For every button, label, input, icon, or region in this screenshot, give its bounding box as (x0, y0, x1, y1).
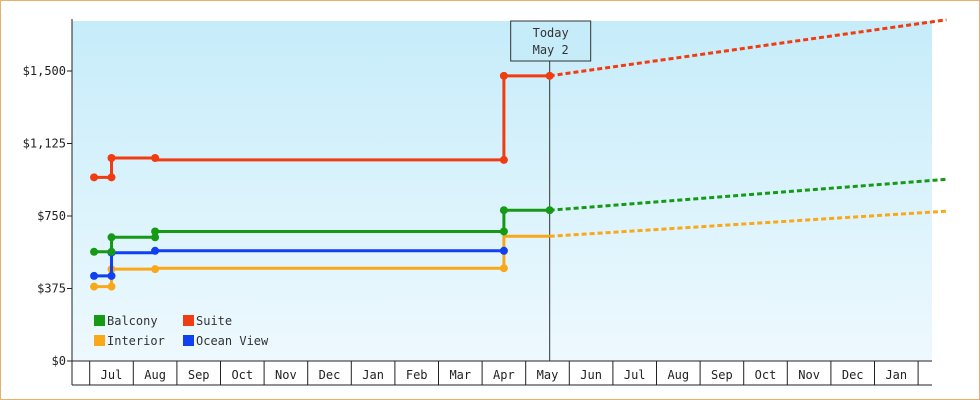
x-tick-label: Dec (842, 368, 864, 382)
x-tick-label: Aug (667, 368, 689, 382)
balcony-point (499, 206, 508, 215)
interior-forecast-line (549, 209, 947, 238)
today-label-line2: May 2 (533, 43, 569, 57)
suite-point (499, 71, 508, 80)
x-tick-label: Nov (798, 368, 820, 382)
x-tick-label: Nov (275, 368, 297, 382)
suite-point (151, 154, 160, 162)
x-tick-label: Oct (231, 368, 253, 382)
suite-point (545, 71, 554, 80)
x-tick-label: Jan (885, 368, 907, 382)
x-tick-label: Jan (362, 368, 384, 382)
ocean-view-point (107, 271, 116, 280)
x-tick-label: Mar (449, 368, 471, 382)
suite-point (107, 154, 116, 162)
y-axis: $0 $375 $750 $1,125 $1,500 (23, 19, 73, 385)
balcony-point (90, 247, 99, 256)
legend: Balcony Suite Interior Ocean View (94, 314, 269, 348)
x-tick-label: Sep (711, 368, 733, 382)
plot-area (72, 21, 932, 361)
ocean-view-point (499, 246, 508, 255)
legend-label-ocean-view: Ocean View (196, 334, 269, 348)
interior-point (499, 264, 508, 273)
y-tick-label: $750 (37, 209, 66, 223)
x-tick-label: Jul (101, 368, 123, 382)
ocean-view-point (90, 271, 99, 280)
balcony-forecast-line (549, 177, 947, 212)
interior-point (90, 282, 99, 291)
balcony-point (107, 247, 116, 256)
x-tick-label: Oct (755, 368, 777, 382)
y-tick-label: $1,500 (23, 64, 66, 78)
today-label-line1: Today (533, 26, 569, 40)
y-tick-label: $375 (37, 282, 66, 296)
legend-label-suite: Suite (196, 314, 232, 328)
legend-swatch-suite (183, 315, 194, 326)
legend-swatch-interior (94, 335, 105, 346)
x-tick-label: Apr (493, 368, 515, 382)
legend-label-interior: Interior (107, 334, 165, 348)
suite-point (107, 173, 116, 182)
x-tick-label: Feb (406, 368, 428, 382)
x-axis: Jul Aug Sep Oct Nov Dec Jan Feb Mar Apr May Jun Jul A… (72, 360, 932, 386)
x-tick-label: May (537, 368, 559, 382)
ocean-view-point (151, 246, 160, 255)
x-tick-label: Dec (319, 368, 341, 382)
x-tick-label: Aug (144, 368, 166, 382)
x-tick-label: Jun (580, 368, 602, 382)
balcony-point (499, 227, 508, 236)
legend-swatch-ocean-view (183, 335, 194, 346)
interior-point (107, 282, 116, 291)
interior-point (151, 265, 160, 274)
suite-point (90, 173, 99, 182)
series-group (90, 18, 947, 291)
today-marker: Today May 2 (510, 20, 592, 361)
y-tick-label: $0 (52, 354, 66, 368)
balcony-point (545, 206, 554, 215)
x-tick-label: Jul (624, 368, 646, 382)
suite-forecast-line (549, 18, 947, 78)
balcony-point (151, 227, 160, 236)
today-label-box (510, 20, 592, 62)
legend-swatch-balcony (94, 315, 105, 326)
balcony-point (107, 233, 116, 242)
legend-label-balcony: Balcony (107, 314, 158, 328)
balcony-point (151, 233, 160, 242)
suite-point (499, 155, 508, 164)
x-tick-label: Sep (188, 368, 210, 382)
y-tick-label: $1,125 (23, 137, 66, 151)
